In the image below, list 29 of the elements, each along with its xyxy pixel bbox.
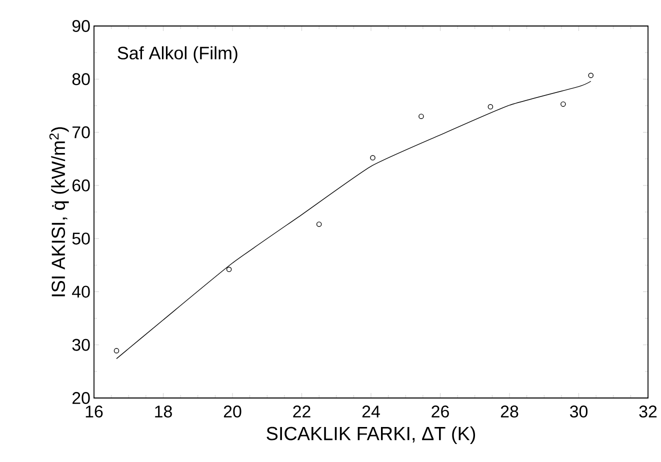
point: [114, 348, 120, 354]
x-axis-title: SICAKLIK FARKI, ΔT (K): [266, 426, 476, 444]
point: [226, 266, 232, 272]
y-axis-title: ISI AKISI, q̇ (kW/m$^{2}$): [49, 127, 69, 296]
y-tick-label: 60: [72, 179, 90, 192]
point: [370, 155, 376, 160]
point: [560, 101, 566, 107]
point: [488, 104, 494, 110]
point: [316, 222, 322, 227]
point: [418, 114, 424, 119]
x-tick-label: 20: [224, 406, 242, 418]
annotation: Saf Alkol (Film): [118, 46, 238, 63]
line-series: [116, 80, 592, 360]
x-tick-label: 28: [500, 406, 518, 418]
y-tick-label: 80: [72, 73, 90, 86]
x-tick-label: 22: [293, 406, 310, 418]
y-tick-label: 90: [72, 20, 90, 32]
x-tick-label: 24: [362, 406, 380, 418]
x-tick-label: 18: [155, 406, 172, 418]
x-tick-label: 32: [639, 406, 657, 418]
y-tick-label: 50: [72, 232, 90, 245]
x-tick-label: 16: [86, 406, 103, 418]
y-tick-label: 40: [72, 286, 90, 298]
point: [588, 72, 594, 78]
y-tick-label: 30: [72, 338, 90, 351]
x-tick-label: 26: [432, 406, 449, 418]
y-tick-label: 70: [72, 126, 90, 138]
x-tick-label: 30: [570, 406, 588, 418]
y-tick-label: 20: [72, 392, 90, 404]
